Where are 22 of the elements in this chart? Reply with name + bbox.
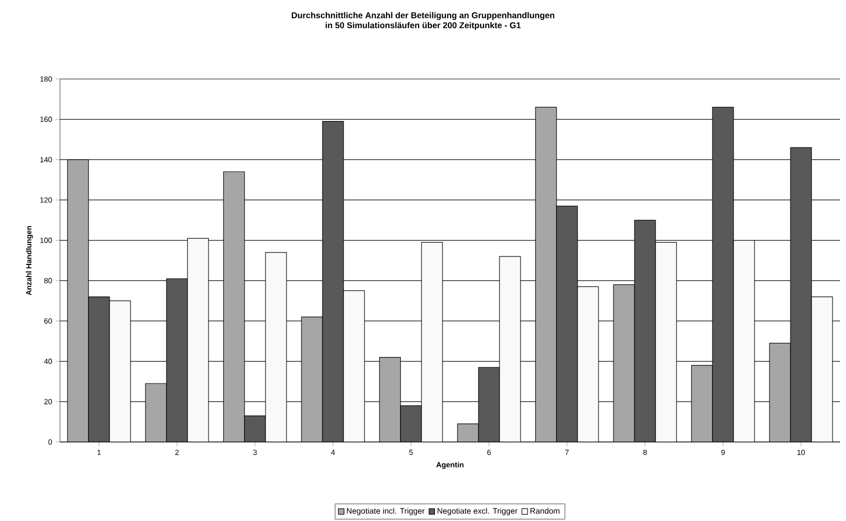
bar: [790, 147, 812, 442]
bar: [457, 424, 479, 442]
bar: [67, 159, 89, 442]
bar: [145, 383, 167, 442]
bar: [88, 296, 110, 442]
bar: [712, 106, 734, 442]
bar: [556, 206, 578, 442]
bar: [400, 405, 422, 442]
bar: [223, 171, 245, 442]
chart-subtitle: in 50 Simulationsläufen über 200 Zeitpunkte - G1: [326, 22, 521, 30]
chart-title: Durchschnittliche Anzahl der Beteiligung an Gruppenhandlungen: [292, 12, 554, 20]
bar: [301, 316, 323, 442]
bar: [166, 278, 188, 442]
bar: [634, 220, 656, 442]
bar: [613, 284, 635, 442]
bar: [244, 415, 266, 442]
bar: [769, 342, 791, 442]
bar: [379, 356, 401, 442]
bar: [322, 121, 344, 442]
bar: [478, 367, 500, 442]
bar: [535, 106, 557, 442]
bar: [691, 365, 713, 442]
